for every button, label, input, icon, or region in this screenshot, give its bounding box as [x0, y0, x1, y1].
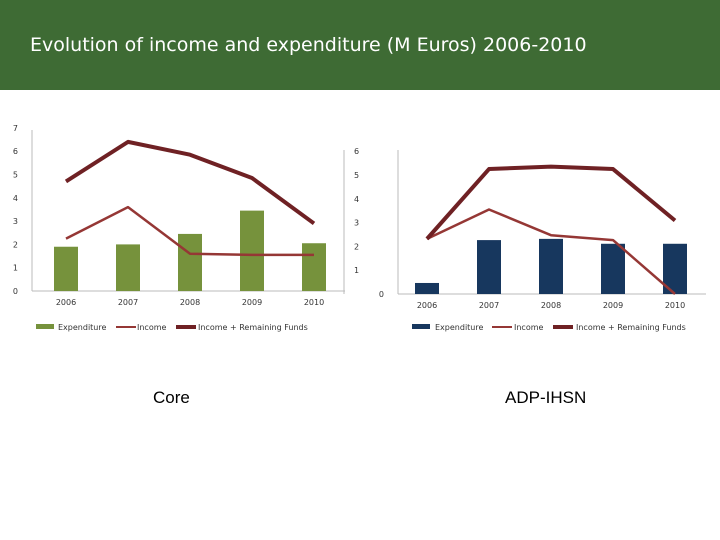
page-title: Evolution of income and expenditure (M E… — [30, 34, 587, 56]
adp-expenditure-bar — [539, 238, 563, 294]
core-expenditure-bar — [54, 246, 78, 291]
core-legend-label: Income — [137, 323, 167, 332]
core-legend-swatch — [36, 324, 54, 329]
adp-x-tick-label: 2008 — [541, 301, 561, 310]
adp-legend-label: Expenditure — [435, 323, 483, 332]
adp-legend-label: Income + Remaining Funds — [576, 323, 686, 332]
adp-income-remaining-line — [425, 164, 677, 241]
adp-legend-label: Income — [514, 323, 544, 332]
core-legend-label: Income + Remaining Funds — [198, 323, 308, 332]
core-secondary-tick-label: 2 — [354, 242, 359, 251]
core-expenditure-bar — [240, 210, 264, 291]
adp-x-tick-label: 2010 — [665, 301, 685, 310]
core-secondary-tick-label: 3 — [354, 219, 359, 228]
adp-x-tick-label: 2007 — [479, 301, 499, 310]
core-secondary-tick-label: 5 — [354, 171, 359, 180]
core-expenditure-bar — [116, 244, 140, 291]
core-expenditure-bar — [302, 243, 326, 291]
core-y-tick-label: 2 — [13, 240, 18, 249]
core-legend-label: Expenditure — [58, 323, 106, 332]
core-y-tick-label: 4 — [13, 194, 18, 203]
core-y-tick-label: 3 — [13, 217, 18, 226]
core-y-tick-label: 0 — [13, 287, 18, 296]
core-y-tick-label: 5 — [13, 171, 18, 180]
core-secondary-tick-label: 1 — [354, 266, 359, 275]
core-expenditure-bar — [178, 233, 202, 291]
adp-y-tick-label: 0 — [379, 290, 384, 299]
core-x-tick-label: 2008 — [180, 298, 200, 307]
adp-legend-swatch — [412, 324, 430, 329]
core-x-tick-label: 2010 — [304, 298, 324, 307]
core-panel-label: Core — [153, 388, 190, 407]
adp-panel-label: ADP-IHSN — [505, 388, 587, 407]
title-banner: Evolution of income and expenditure (M E… — [0, 0, 720, 90]
adp-expenditure-bar — [415, 282, 439, 294]
core-secondary-tick-label: 6 — [354, 147, 359, 156]
adp-income-line — [426, 208, 676, 295]
adp-x-tick-label: 2006 — [417, 301, 437, 310]
core-y-tick-label: 1 — [13, 264, 18, 273]
core-x-tick-label: 2007 — [118, 298, 138, 307]
core-y-tick-label: 7 — [13, 124, 18, 133]
core-income-remaining-line — [64, 139, 316, 226]
core-x-tick-label: 2009 — [242, 298, 262, 307]
core-secondary-tick-label: 4 — [354, 195, 359, 204]
adp-x-tick-label: 2009 — [603, 301, 623, 310]
adp-expenditure-bar — [477, 240, 501, 294]
core-x-tick-label: 2006 — [56, 298, 76, 307]
core-y-tick-label: 6 — [13, 147, 18, 156]
core-income-line — [65, 205, 314, 257]
adp-expenditure-bar — [601, 243, 625, 294]
